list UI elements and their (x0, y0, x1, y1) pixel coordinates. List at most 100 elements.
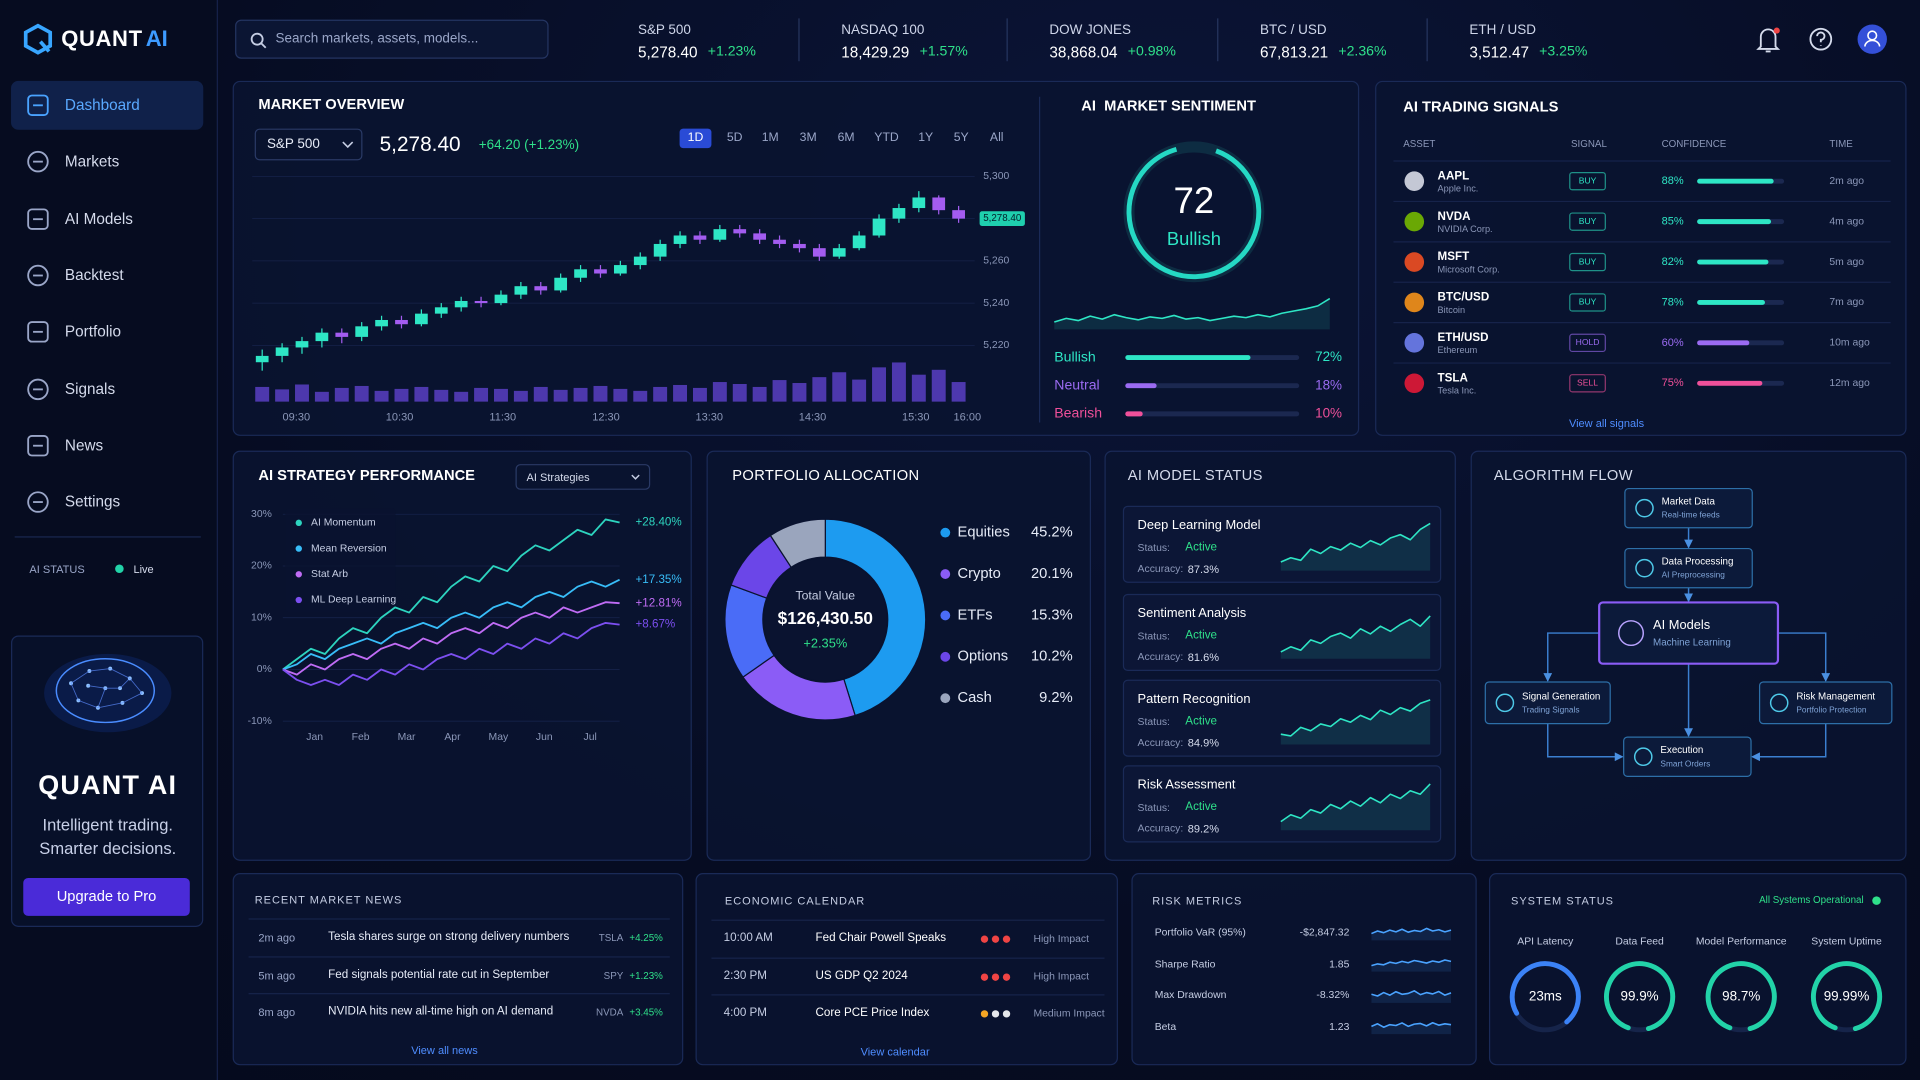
sentiment-value: 10% (1315, 405, 1342, 420)
search-glass (250, 32, 264, 46)
range-button[interactable]: 6M (837, 131, 855, 145)
panel-title: AI MARKET SENTIMENT (1081, 96, 1256, 115)
nav-item[interactable]: News (64, 436, 104, 454)
signal-time: 2m ago (1829, 176, 1864, 187)
news-change: +4.25% (629, 932, 663, 944)
news-headline[interactable]: NVIDIA hits new all-time high on AI dema… (328, 1004, 554, 1019)
logo-tail (39, 40, 51, 53)
ticker-price: 38,868.04 (1049, 43, 1118, 61)
news-headline[interactable]: Fed signals potential rate cut in Septem… (328, 967, 550, 981)
nav-icon-shape (27, 378, 49, 400)
candle-body (812, 248, 826, 257)
candlestick-chart: 5,2205,2405,2605,2805,30009:3010:3011:30… (252, 96, 1342, 423)
range-button[interactable]: YTD (874, 131, 899, 145)
donut-slice (824, 518, 927, 717)
candle-body (454, 300, 468, 308)
volume-bar (613, 388, 628, 402)
end-label: +8.67% (636, 618, 676, 631)
gauge-name: System Uptime (1811, 936, 1882, 947)
volume-bar (354, 385, 369, 402)
range-button[interactable]: 1M (761, 131, 779, 145)
x-tick-label: 16:00 (954, 411, 982, 423)
range-button[interactable]: 1Y (918, 131, 934, 145)
node-icon (1769, 693, 1789, 713)
range-button[interactable]: All (989, 131, 1004, 145)
y-tick-label: 30% (251, 509, 272, 520)
legend-label: ML Deep Learning (311, 595, 396, 606)
range-button[interactable]: 5Y (953, 131, 969, 145)
ticker-name: S&P 500 (637, 22, 691, 38)
model-card: Risk Assessment Status: Active Accuracy: 89.… (1122, 765, 1442, 843)
sparkline-area (1371, 928, 1452, 941)
help-icon[interactable] (1809, 27, 1833, 51)
impact-dot (1002, 935, 1011, 943)
chevron-shape (342, 141, 354, 149)
risk-name: Beta (1154, 1019, 1177, 1032)
candle-body (554, 277, 568, 291)
symbol-dropdown[interactable]: S&P 500 (254, 128, 363, 161)
gauge-value: 98.7% (1722, 988, 1760, 1003)
risk-value: -8.32% (1316, 988, 1350, 1001)
event-impact: Medium Impact (1033, 1006, 1105, 1019)
legend-dot (940, 569, 951, 579)
bell-icon[interactable] (1756, 28, 1781, 53)
flow-arrow (1547, 723, 1624, 762)
nav-item[interactable]: Dashboard (64, 96, 140, 114)
ticker-divider (798, 18, 800, 62)
status-label: Status: (1137, 629, 1170, 642)
nav-icon-shape (27, 264, 49, 287)
ticker-change: +2.36% (1338, 44, 1387, 60)
nav-item[interactable]: Portfolio (64, 323, 122, 341)
confidence-bar (1697, 219, 1772, 225)
x-tick-label: 14:30 (799, 411, 827, 423)
confidence-label: 75% (1662, 377, 1684, 389)
volume-bar (414, 386, 429, 402)
candle-body (534, 286, 548, 291)
node-label: AI Models (1653, 617, 1710, 632)
nav-item[interactable]: AI Models (64, 209, 133, 228)
confidence-bar (1697, 259, 1769, 265)
upgrade-button[interactable]: Upgrade to Pro (23, 877, 190, 916)
range-button[interactable]: 5D (726, 131, 743, 145)
status-label: Status: (1137, 800, 1170, 814)
view-all-link[interactable]: View all signals (1568, 417, 1645, 430)
signal-time: 4m ago (1829, 216, 1864, 227)
confidence-bar (1697, 340, 1750, 346)
brand-name: QUANT (61, 26, 143, 52)
sparkline (1280, 615, 1431, 653)
nav-item[interactable]: Signals (64, 379, 116, 398)
symbol-label: S&P 500 (266, 136, 320, 152)
nav-item[interactable]: Markets (64, 153, 120, 171)
accuracy-label: Accuracy: (1137, 562, 1184, 575)
legend-value: 10.2% (1031, 649, 1073, 665)
topbar-icons (1756, 24, 1887, 54)
event-name: Fed Chair Powell Speaks (815, 931, 947, 945)
accuracy-label: Accuracy: (1137, 821, 1184, 835)
logo-hex (23, 23, 53, 55)
strategy-dropdown[interactable]: AI Strategies (515, 464, 651, 490)
ticker-change: +1.23% (707, 44, 756, 60)
nav-icon-shape (27, 207, 49, 230)
algorithm-panel: ALGORITHM FLOW Market Data Real-time feeds… (1470, 450, 1907, 861)
volume-bar (732, 384, 747, 402)
brain-outline (55, 658, 156, 724)
row-divider (711, 919, 1105, 921)
sparkline-area (1054, 298, 1330, 330)
nav-icon-shape (27, 94, 49, 117)
node-sub: AI Preprocessing (1662, 570, 1726, 580)
view-all-link[interactable]: View all news (411, 1044, 478, 1057)
sidebar: QUANT AI Dashboard Markets AI Models Backtest… (0, 0, 218, 1080)
candle-body (753, 233, 767, 240)
confidence-label: 82% (1662, 256, 1684, 268)
news-headline[interactable]: Tesla shares surge on strong delivery nu… (328, 930, 570, 944)
search-box[interactable]: Search markets, assets, models... (235, 19, 549, 59)
range-button[interactable]: 1D (687, 131, 704, 145)
confidence-bar (1697, 380, 1763, 386)
news-time: 5m ago (258, 968, 296, 982)
nav-item[interactable]: Backtest (64, 266, 124, 284)
nav-item[interactable]: Settings (64, 493, 121, 511)
range-button[interactable]: 3M (799, 131, 817, 145)
model-name: Deep Learning Model (1137, 517, 1261, 533)
view-all-link[interactable]: View calendar (860, 1045, 930, 1058)
